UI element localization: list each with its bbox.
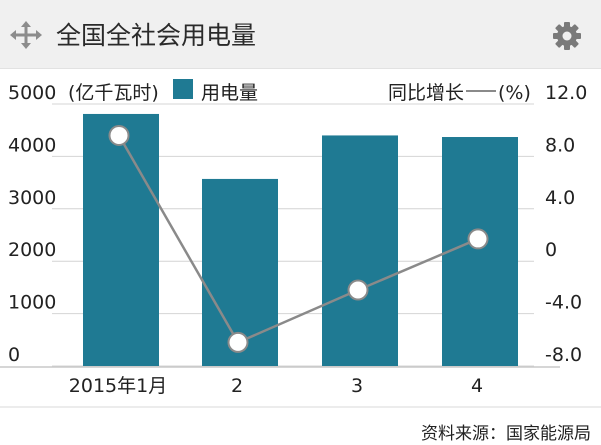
right-tick-label: -8.0 (545, 344, 582, 366)
move-arrows-icon[interactable] (10, 21, 42, 49)
left-tick-label: 5000 (8, 82, 56, 104)
left-tick-label: 2000 (8, 239, 56, 261)
gear-icon[interactable] (551, 20, 583, 52)
left-tick-label: 4000 (8, 134, 56, 156)
chart-header: 全国全社会用电量 (0, 0, 601, 69)
line-point (347, 279, 369, 301)
right-tick-label: 8.0 (545, 134, 575, 156)
left-tick-label: 0 (8, 344, 20, 366)
left-tick-label: 3000 (8, 187, 56, 209)
left-axis-ticks: 0 1000 2000 3000 4000 5000 (8, 82, 56, 366)
bar (442, 137, 518, 366)
right-axis-unit: (%) (498, 82, 531, 104)
line-point (108, 124, 130, 146)
line-series (108, 124, 489, 353)
x-axis-ticks: 2015年1月 2 3 4 (69, 375, 483, 397)
line-point (467, 228, 489, 250)
legend-bar-swatch (173, 79, 193, 99)
right-axis-label: 同比增长 (388, 82, 464, 104)
chart-title: 全国全社会用电量 (56, 21, 257, 50)
right-tick-label: 0 (545, 239, 557, 261)
left-axis-label: (亿千瓦时) (68, 82, 159, 104)
bar-series (83, 113, 518, 367)
x-tick-label: 4 (471, 375, 483, 397)
right-axis-ticks: -8.0 -4.0 0 4.0 8.0 12.0 (545, 82, 587, 366)
x-tick-label: 2 (231, 375, 243, 397)
bar (322, 135, 398, 366)
x-tick-label: 2015年1月 (69, 375, 167, 397)
right-tick-label: -4.0 (545, 292, 582, 314)
axis-lines (0, 366, 601, 408)
bar (83, 113, 159, 367)
growth-line (117, 134, 479, 345)
data-source: 资料来源：国家能源局 (421, 424, 591, 444)
right-tick-label: 12.0 (545, 82, 587, 104)
left-tick-label: 1000 (8, 292, 56, 314)
legend-bar-label: 用电量 (201, 82, 258, 104)
line-point (227, 331, 249, 353)
x-tick-label: 3 (351, 375, 363, 397)
right-tick-label: 4.0 (545, 187, 575, 209)
